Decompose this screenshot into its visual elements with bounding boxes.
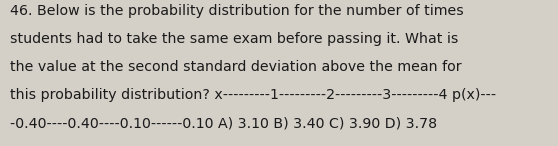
Text: 46. Below is the probability distribution for the number of times: 46. Below is the probability distributio… <box>10 4 464 18</box>
Text: students had to take the same exam before passing it. What is: students had to take the same exam befor… <box>10 32 459 46</box>
Text: the value at the second standard deviation above the mean for: the value at the second standard deviati… <box>10 60 461 74</box>
Text: this probability distribution? x---------1---------2---------3---------4 p(x)---: this probability distribution? x--------… <box>10 88 496 102</box>
Text: -0.40----0.40----0.10------0.10 A) 3.10 B) 3.40 C) 3.90 D) 3.78: -0.40----0.40----0.10------0.10 A) 3.10 … <box>10 117 437 131</box>
